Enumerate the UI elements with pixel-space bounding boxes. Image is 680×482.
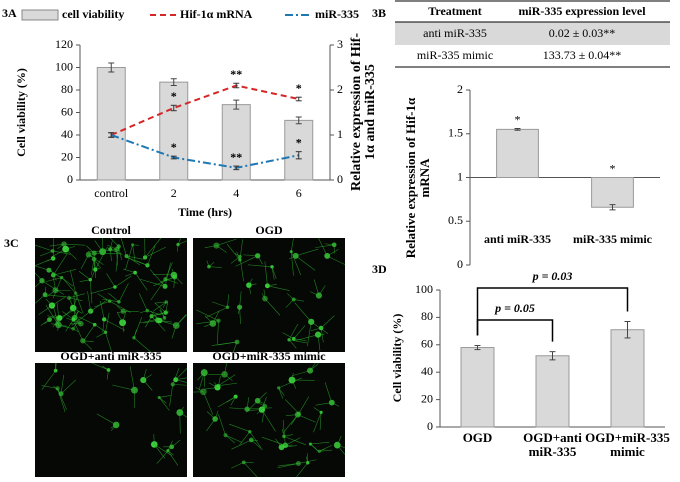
y-tick-label: 60 — [61, 104, 73, 118]
comparison-label: p = 0.05 — [494, 301, 535, 315]
y-tick-label: 40 — [421, 364, 433, 378]
bar — [285, 120, 313, 180]
legend-swatch — [22, 10, 58, 20]
y-tick-label: 100 — [415, 282, 433, 296]
y-tick-label: 0.5 — [448, 213, 463, 227]
y-tick-label: 1 — [457, 169, 463, 183]
table-header: miR-335 expression level — [518, 4, 646, 18]
x-tick-label-box: OGD+miR-335 mimic — [583, 431, 673, 467]
panel-label: 3D — [372, 262, 387, 276]
y-tick-label: 1 — [337, 127, 343, 141]
x-tick-label: 6 — [296, 186, 302, 200]
y-tick-label: 0 — [337, 172, 343, 186]
panel-label: 3B — [372, 6, 386, 20]
image-label: OGD+anti miR-335 — [60, 349, 161, 363]
panel-label: 3A — [2, 6, 17, 20]
significance-label: * — [296, 81, 302, 95]
line — [111, 135, 299, 168]
significance-label: * — [610, 161, 616, 175]
y-axis-title-box: Relative expression of Hif-1α mRNA — [404, 93, 440, 263]
y-tick-label: 20 — [421, 391, 433, 405]
significance-label: * — [171, 140, 177, 154]
bar — [611, 330, 644, 427]
line — [111, 86, 299, 136]
x-tick-label: OGD+miR-335 mimic — [583, 431, 673, 459]
table-cell: 0.02 ± 0.03** — [549, 26, 616, 40]
y-tick-label: 1.5 — [448, 126, 463, 140]
y-tick-label: 60 — [421, 337, 433, 351]
y-tick-label: 80 — [61, 82, 73, 96]
x-tick-label: 2 — [171, 186, 177, 200]
table-cell: miR-335 mimic — [417, 48, 493, 62]
bar — [592, 178, 634, 208]
y-tick-label: 3 — [337, 37, 343, 51]
significance-label: * — [515, 112, 521, 126]
table-cell: anti miR-335 — [423, 26, 487, 40]
y-tick-label: 20 — [61, 149, 73, 163]
legend-label: cell viability — [62, 7, 124, 21]
x-tick-label: miR-335 mimic — [573, 232, 653, 246]
legend-label: Hif-1α mRNA — [180, 7, 253, 21]
y-tick-label: 120 — [55, 37, 73, 51]
image-label: OGD+miR-335 mimic — [212, 349, 326, 363]
y-axis-title: Relative expression of Hif-1α mRNA — [404, 93, 432, 263]
image-label: Control — [91, 223, 131, 237]
y2-axis-title: Relative expression of Hif-1α and miR-33… — [350, 27, 378, 197]
significance-label: ** — [230, 67, 242, 81]
significance-label: ** — [230, 150, 242, 164]
y-tick-label: 2 — [337, 82, 343, 96]
panel-label: 3C — [4, 236, 19, 250]
y-tick-label: 80 — [421, 309, 433, 323]
bar — [461, 348, 494, 427]
y2-axis-title-box: Relative expression of Hif-1α and miR-33… — [350, 27, 384, 197]
significance-label: * — [171, 89, 177, 103]
y-axis-title: Cell viability (%) — [14, 68, 28, 157]
x-tick-label: anti miR-335 — [484, 232, 551, 246]
comparison-bracket — [478, 320, 553, 342]
y-tick-label: 40 — [61, 127, 73, 141]
y-tick-label: 100 — [55, 59, 73, 73]
image-label: OGD — [255, 223, 283, 237]
table-cell: 133.73 ± 0.04** — [543, 48, 622, 62]
micrograph — [35, 363, 187, 477]
y-tick-label: 2 — [457, 82, 463, 96]
x-tick-label: control — [94, 186, 129, 200]
bar — [497, 129, 539, 177]
comparison-label: p = 0.03 — [532, 269, 573, 283]
bar — [536, 356, 569, 427]
y-tick-label: 0 — [67, 172, 73, 186]
legend-label: miR-335 — [315, 7, 359, 21]
y-axis-title: Cell viability (%) — [390, 314, 404, 403]
significance-label: * — [296, 135, 302, 149]
table-header: Treatment — [428, 4, 482, 18]
bar — [97, 68, 125, 181]
x-axis-title: Time (hrs) — [178, 205, 232, 219]
x-tick-label: 4 — [233, 186, 239, 200]
y-tick-label: 0 — [457, 257, 463, 271]
